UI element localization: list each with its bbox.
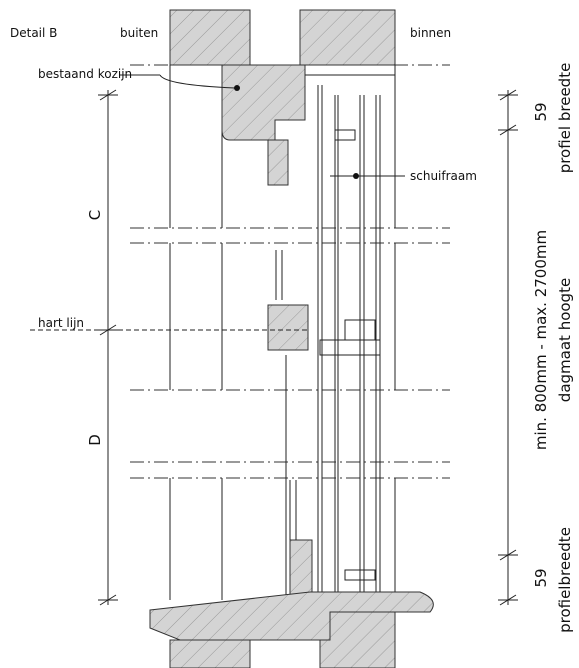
dim-overall-label: dagmaat hoogte [556, 278, 574, 402]
dimension-lines [30, 74, 518, 606]
callout-sliding-window: schuifraam [410, 169, 477, 183]
title: Detail B [10, 26, 57, 40]
callout-existing-frame: bestaand kozijn [38, 67, 132, 81]
section-lines [130, 64, 450, 600]
zone-d: D [86, 434, 104, 446]
dim-bottom-value: 59 [532, 568, 550, 587]
dim-overall-range: min. 800mm - max. 2700mm [532, 230, 550, 450]
frame-profiles [149, 64, 434, 641]
dim-top-label: profiel breedte [556, 63, 574, 174]
dim-top-value: 59 [532, 102, 550, 121]
side-outside: buiten [120, 26, 158, 40]
dim-bottom-label: profielbreedte [556, 527, 574, 633]
callout-center-line: hart lijn [38, 316, 84, 330]
zone-c: C [86, 210, 104, 220]
side-inside: binnen [410, 26, 451, 40]
